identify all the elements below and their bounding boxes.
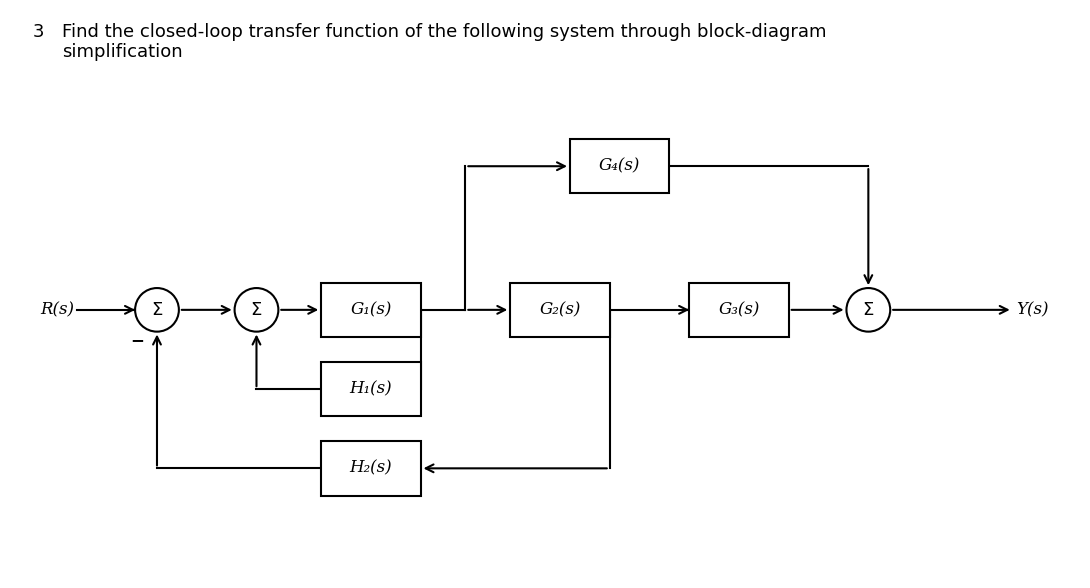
- Text: H₁(s): H₁(s): [350, 380, 392, 397]
- Bar: [322, 283, 421, 337]
- Bar: [322, 362, 421, 416]
- Circle shape: [847, 288, 891, 332]
- Text: Y(s): Y(s): [1016, 301, 1049, 318]
- Text: 3: 3: [33, 22, 44, 41]
- Bar: [322, 441, 421, 496]
- Bar: [570, 139, 669, 193]
- Text: −: −: [130, 330, 144, 349]
- Text: G₂(s): G₂(s): [540, 301, 581, 318]
- Text: G₁(s): G₁(s): [350, 301, 391, 318]
- Circle shape: [135, 288, 179, 332]
- Text: $\Sigma$: $\Sigma$: [251, 301, 263, 319]
- Text: $\Sigma$: $\Sigma$: [862, 301, 874, 319]
- Text: $\Sigma$: $\Sigma$: [150, 301, 164, 319]
- Text: G₃(s): G₃(s): [718, 301, 760, 318]
- Text: H₂(s): H₂(s): [350, 460, 392, 477]
- Text: G₄(s): G₄(s): [598, 158, 640, 175]
- Text: Find the closed-loop transfer function of the following system through block-dia: Find the closed-loop transfer function o…: [62, 22, 827, 61]
- Bar: [689, 283, 789, 337]
- Circle shape: [234, 288, 278, 332]
- Bar: [510, 283, 609, 337]
- Text: R(s): R(s): [40, 301, 74, 318]
